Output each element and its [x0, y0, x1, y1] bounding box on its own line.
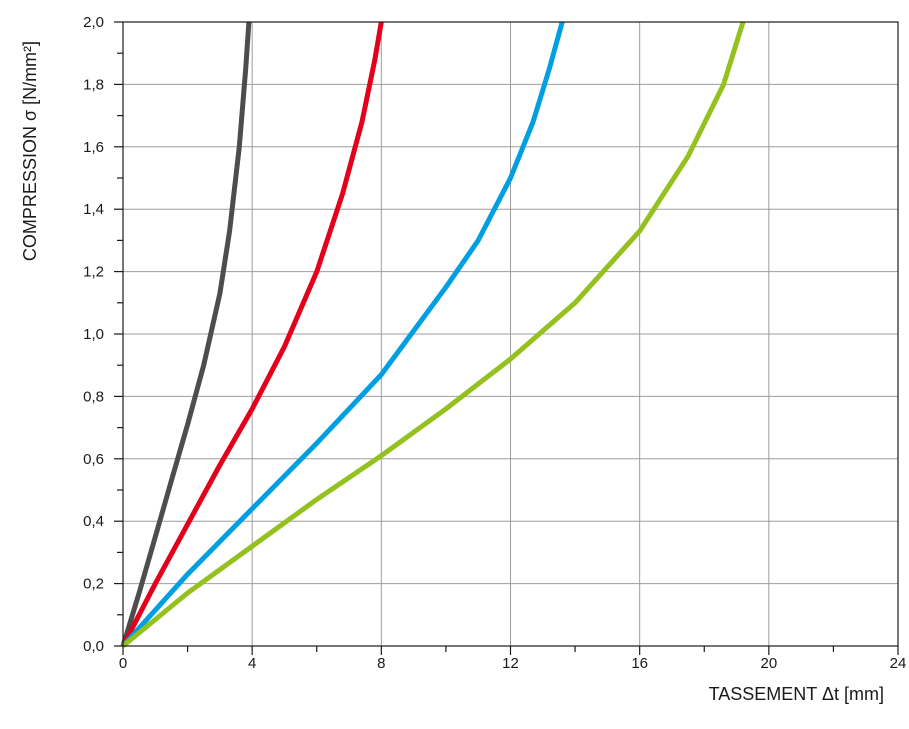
y-tick-label: 1,0 — [83, 326, 104, 343]
series-lines — [120, 21, 746, 648]
y-axis-title: COMPRESSION σ [N/mm²] — [20, 41, 40, 261]
y-tick-label: 0,8 — [83, 388, 104, 405]
x-tick-labels: 0 4 8 12 16 20 24 — [119, 655, 907, 672]
x-tick-label: 24 — [890, 655, 907, 672]
series-line-1 — [120, 21, 252, 647]
x-tick-label: 0 — [119, 655, 127, 672]
y-tick-label: 0,0 — [83, 638, 104, 655]
grid-lines — [123, 22, 898, 646]
y-tick-label: 2,0 — [83, 14, 104, 31]
y-tick-label: 0,2 — [83, 576, 104, 593]
x-tick-label: 20 — [760, 655, 777, 672]
x-tick-label: 4 — [248, 655, 256, 672]
y-tick-labels: 0,0 0,2 0,4 0,6 0,8 1,0 1,2 1,4 1,6 1,8 2,0 — [83, 14, 104, 655]
series-line-3 — [121, 21, 565, 648]
x-tick-label: 16 — [631, 655, 648, 672]
y-tick-label: 1,2 — [83, 264, 104, 281]
y-tick-label: 1,8 — [83, 76, 104, 93]
x-tick-label: 8 — [377, 655, 385, 672]
axis-ticks — [114, 21, 899, 655]
x-tick-label: 12 — [502, 655, 519, 672]
series-line-4 — [121, 21, 746, 648]
y-tick-label: 0,4 — [83, 513, 104, 530]
x-axis-title: TASSEMENT Δt [mm] — [709, 684, 884, 704]
y-tick-label: 1,4 — [83, 201, 104, 218]
y-tick-label: 0,6 — [83, 451, 104, 468]
y-tick-label: 1,6 — [83, 139, 104, 156]
series-line-2 — [120, 21, 384, 648]
